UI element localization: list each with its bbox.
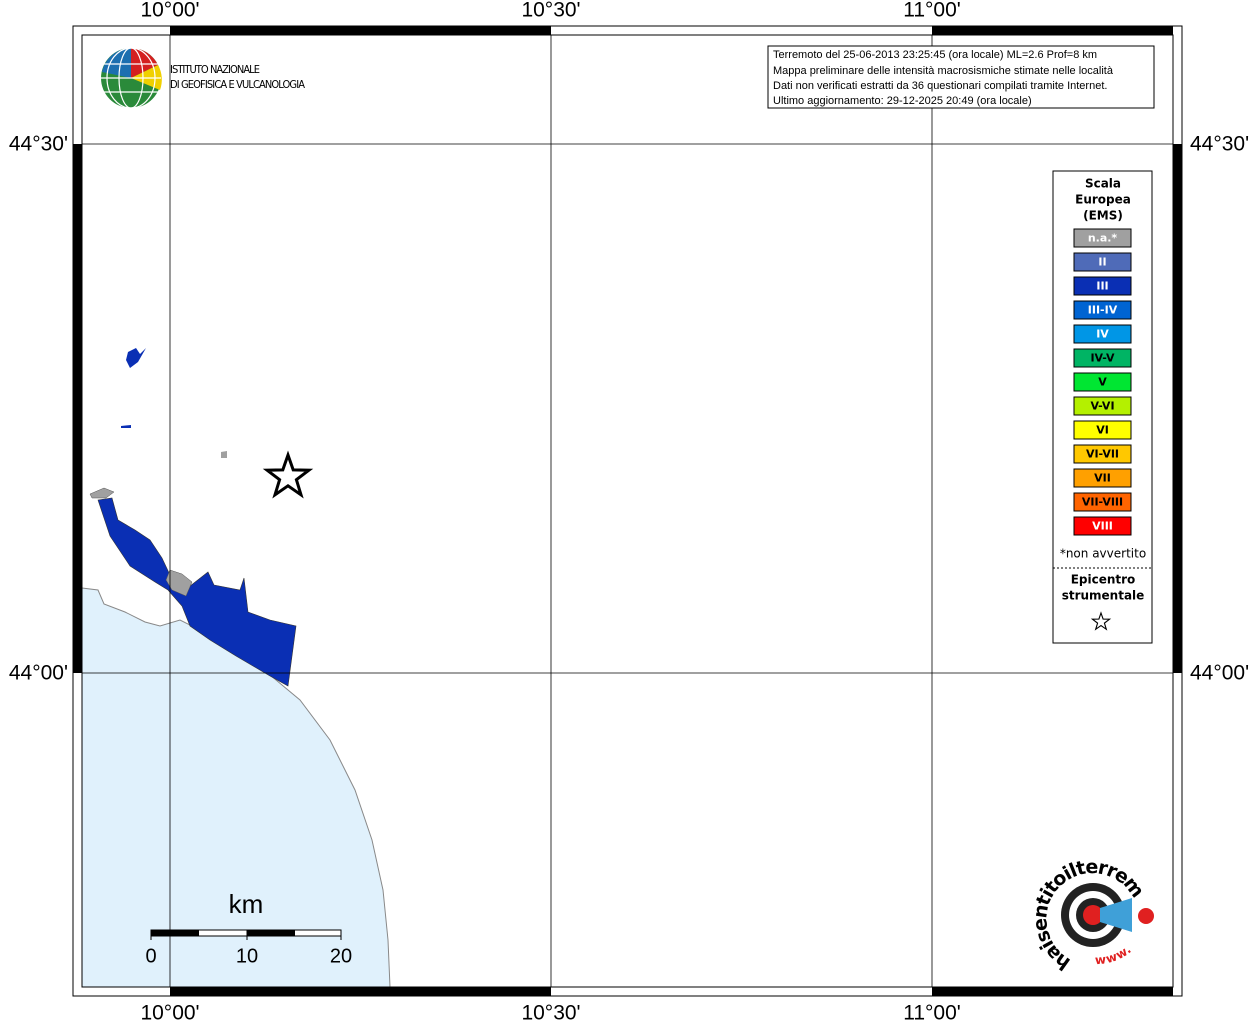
longitude-label: 11°00' [903, 1002, 961, 1024]
legend-swatch [1073, 468, 1132, 488]
scale-bar: km 0 10 20 [145, 889, 352, 967]
legend-label: VII [1094, 472, 1111, 485]
legend-swatch [1073, 516, 1132, 536]
frame-ticks [73, 26, 1182, 996]
legend-swatch [1073, 420, 1132, 440]
not-felt-area [89, 487, 115, 499]
legend-label: n.a.* [1088, 232, 1118, 245]
institute-name: ISTITUTO NAZIONALE [170, 63, 260, 76]
legend-title: Europea [1075, 193, 1131, 207]
info-box [767, 45, 1155, 109]
scale-unit: km [229, 889, 264, 919]
longitude-label: 10°30' [521, 0, 580, 22]
latitude-label: 44°00' [9, 662, 68, 685]
legend-label: III-IV [1088, 304, 1118, 317]
legend-swatch [1073, 348, 1132, 368]
legend-swatch [1073, 300, 1132, 320]
scale-tick-label: 10 [236, 945, 258, 967]
not-felt-area [221, 451, 227, 458]
legend-swatch [1073, 396, 1132, 416]
scale-tick-label: 20 [330, 945, 352, 967]
institute-name: DI GEOFISICA E VULCANOLOGIA [170, 78, 305, 91]
legend-label: II [1098, 256, 1106, 269]
longitude-label: 10°00' [140, 1002, 199, 1024]
intensity-area [126, 348, 146, 368]
scale-tick-label: 0 [145, 945, 156, 967]
legend-swatch [1073, 372, 1132, 392]
legend-label: V [1098, 376, 1107, 389]
info-line: Ultimo aggiornamento: 29-12-2025 20:49 (… [773, 95, 1032, 107]
epicenter-star [262, 450, 314, 499]
legend-note: *non avvertito [1060, 547, 1146, 561]
intensity-area [121, 425, 131, 428]
info-line: Terremoto del 25-06-2013 23:25:45 (ora l… [773, 49, 1097, 61]
info-line: Dati non verificati estratti da 36 quest… [773, 80, 1107, 92]
latitude-label: 44°30' [1190, 133, 1249, 156]
legend-swatch [1073, 228, 1132, 248]
legend-title: Scala [1085, 177, 1121, 191]
legend-swatch [1073, 252, 1132, 272]
not-felt-area [165, 569, 193, 597]
graticule [82, 35, 1173, 987]
legend-label: VII-VIII [1082, 496, 1123, 509]
legend-title: (EMS) [1083, 209, 1123, 223]
latitude-label: 44°30' [9, 133, 68, 156]
legend-label: IV-V [1090, 352, 1115, 365]
longitude-label: 11°00' [903, 0, 961, 22]
legend-label: V-VI [1090, 400, 1114, 413]
legend-label: VI [1096, 424, 1109, 437]
legend-swatch [1073, 324, 1132, 344]
ingv-logo: ISTITUTO NAZIONALE DI GEOFISICA E VULCAN… [101, 47, 305, 109]
legend-swatch [1073, 444, 1132, 464]
legend-label: IV [1096, 328, 1109, 341]
legend-label: VIII [1092, 520, 1113, 533]
legend-swatch [1073, 492, 1132, 512]
longitude-label: 10°00' [140, 0, 199, 22]
info-line: Mappa preliminare delle intensità macros… [773, 65, 1114, 77]
legend-epicenter: Epicentro [1071, 573, 1136, 587]
legend-label: VI-VII [1086, 448, 1119, 461]
longitude-label: 10°30' [521, 1002, 580, 1024]
legend-epicenter: strumentale [1062, 589, 1145, 603]
legend: Scala Europea (EMS) *non avvertito Epice… [1052, 170, 1153, 644]
latitude-label: 44°00' [1190, 662, 1249, 685]
legend-swatch [1073, 276, 1132, 296]
legend-label: III [1096, 280, 1108, 293]
